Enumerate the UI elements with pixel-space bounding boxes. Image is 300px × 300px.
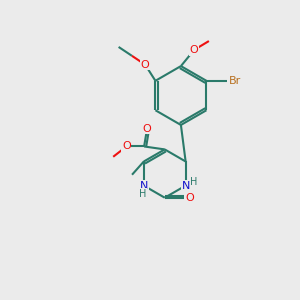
Text: N: N [182,181,190,190]
Text: O: O [190,45,199,55]
Text: H: H [139,189,146,199]
Text: O: O [143,124,152,134]
Text: H: H [190,177,198,187]
Text: O: O [122,142,131,152]
Text: O: O [185,193,194,203]
Text: N: N [140,181,148,190]
Text: Br: Br [229,76,241,86]
Text: O: O [141,60,149,70]
